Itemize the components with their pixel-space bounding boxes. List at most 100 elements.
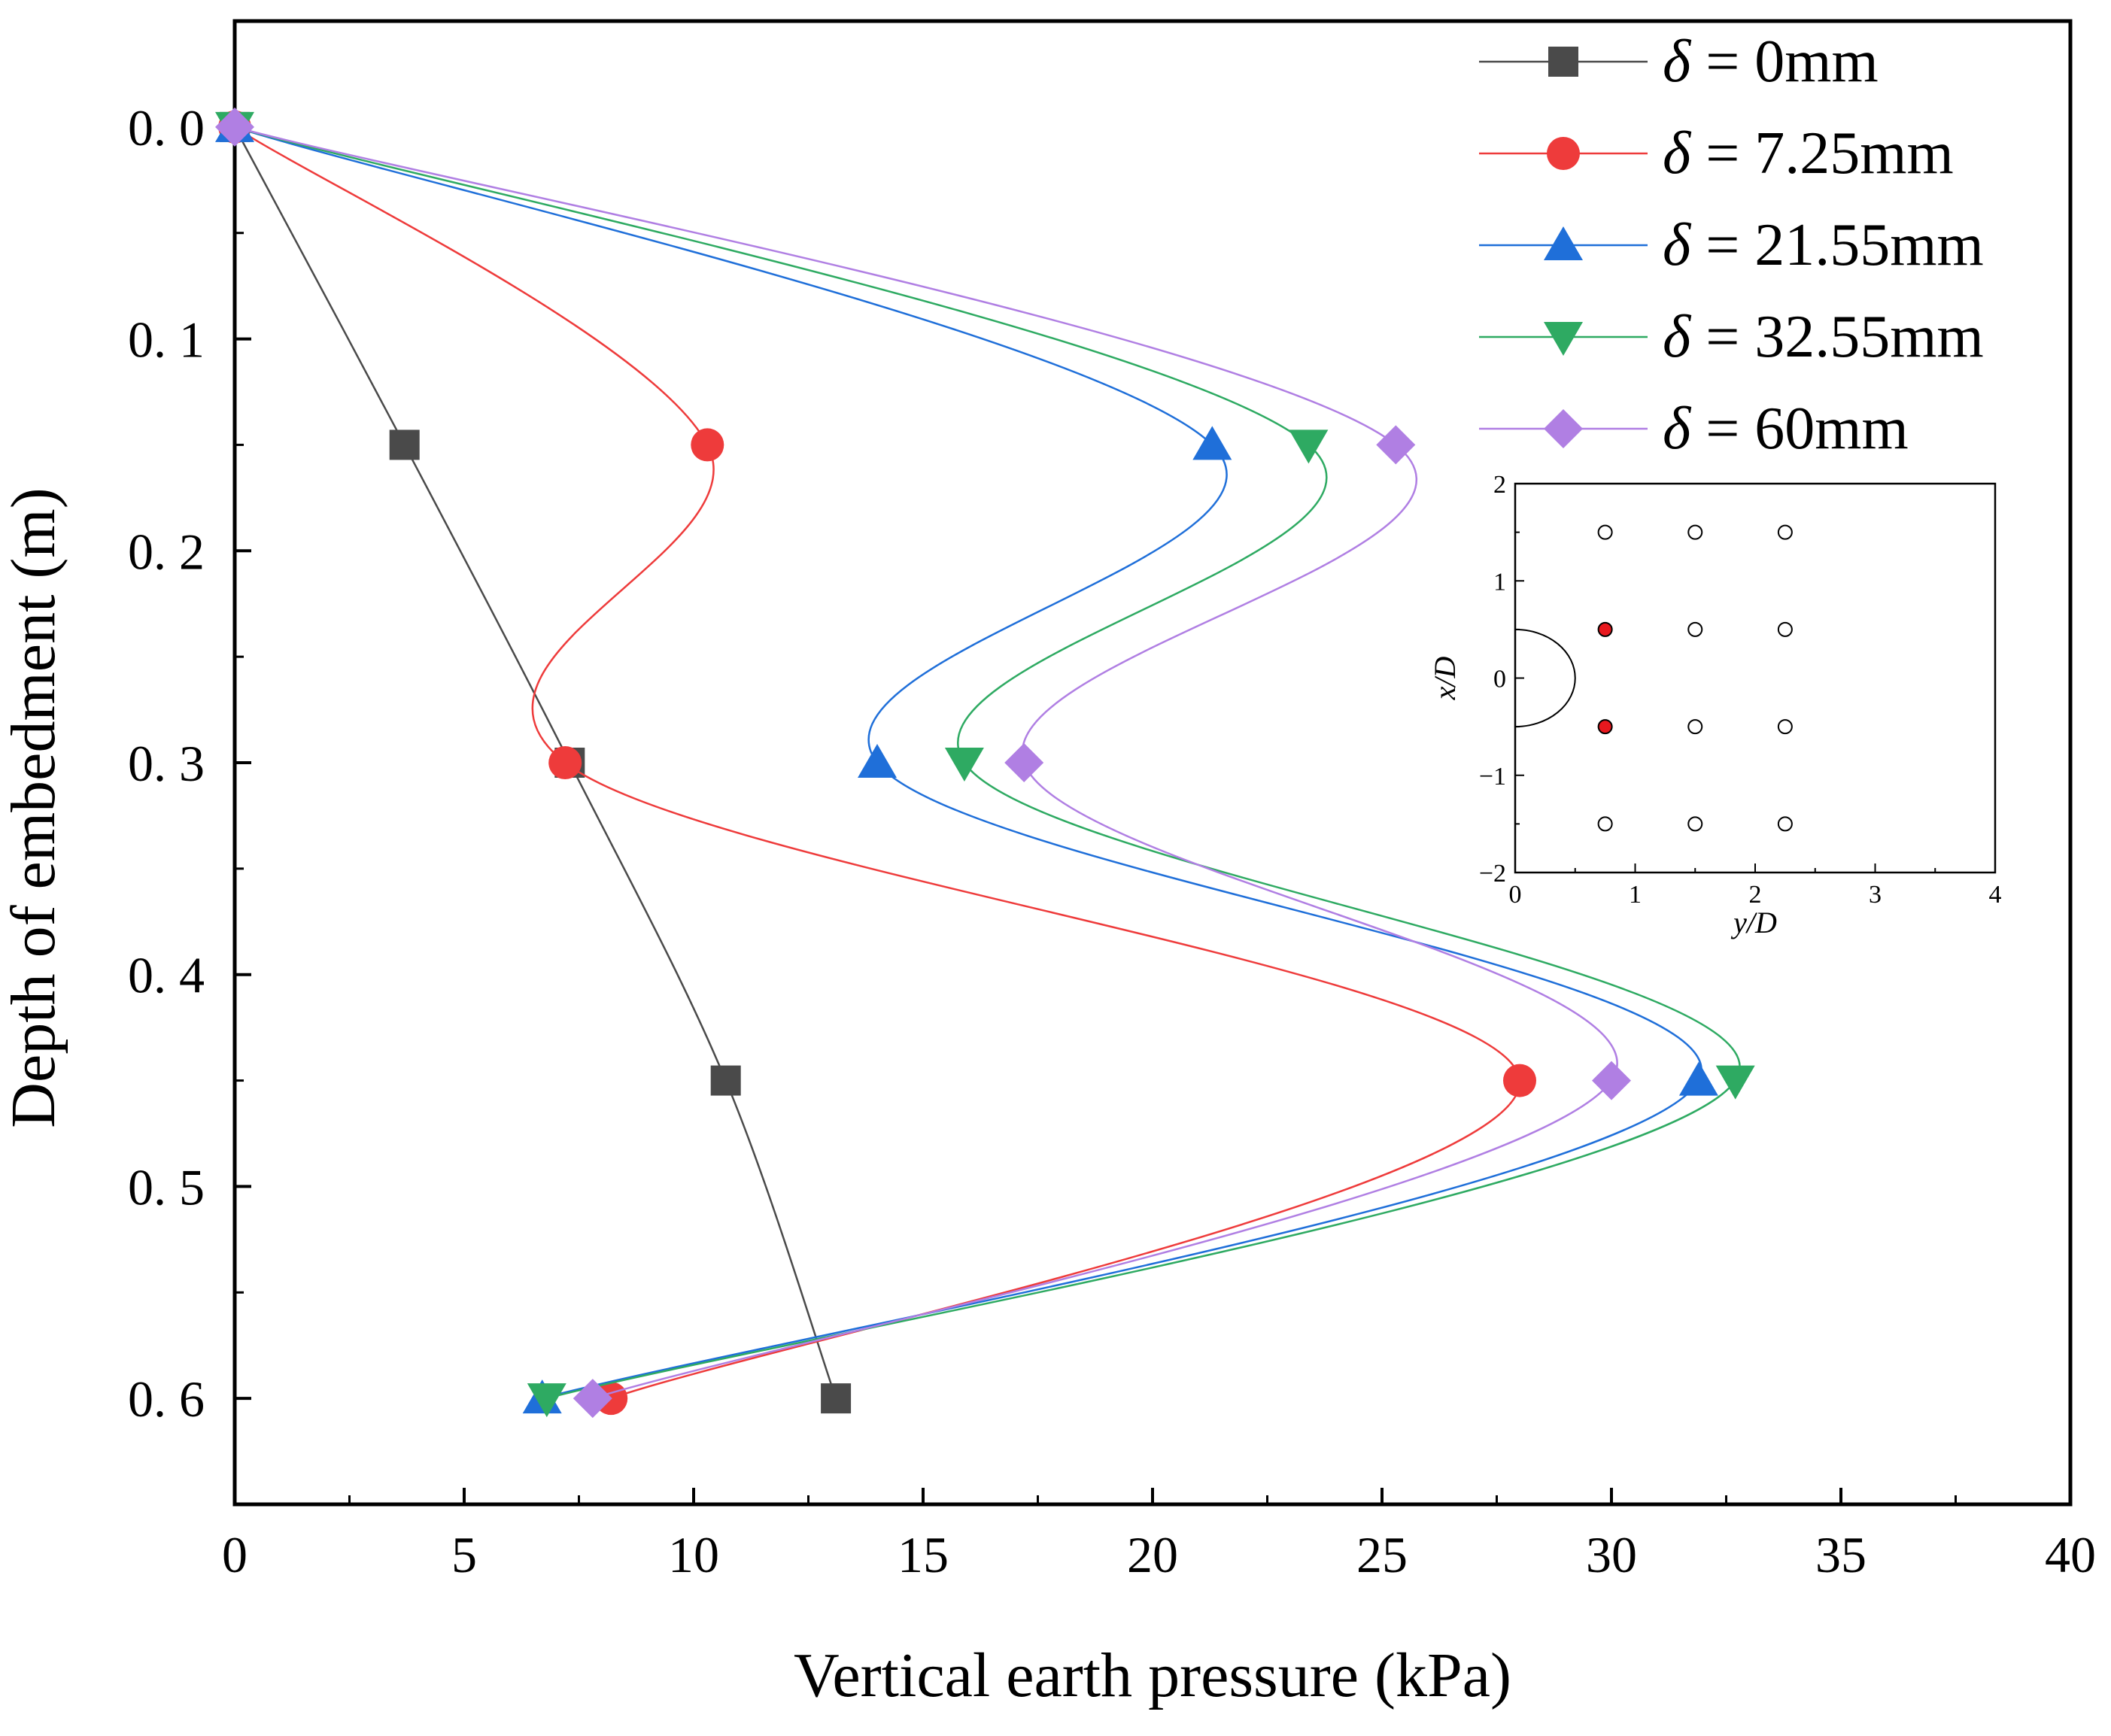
y-tick-label: 0. 3 bbox=[128, 735, 205, 792]
x-tick-label: 20 bbox=[1127, 1526, 1178, 1583]
inset-y-axis-title: x/D bbox=[1428, 657, 1462, 701]
legend-value-text: = 21.55mm bbox=[1690, 212, 1984, 278]
data-point bbox=[691, 428, 724, 462]
y-tick-label: 0. 6 bbox=[128, 1370, 205, 1428]
x-tick-label: 10 bbox=[668, 1526, 719, 1583]
y-tick-label: 0. 0 bbox=[128, 99, 205, 156]
x-axis: 0 5 10 15 20 25 30 35 40 bbox=[222, 1488, 2096, 1583]
x-tick-label: 40 bbox=[2045, 1526, 2096, 1583]
data-point bbox=[1592, 1061, 1631, 1100]
x-tick-label: 5 bbox=[451, 1526, 477, 1583]
inset-y-tick-label: 2 bbox=[1493, 471, 1506, 499]
data-point bbox=[1192, 426, 1232, 460]
legend-label: δ = 7.25mm bbox=[1663, 120, 1954, 187]
x-axis-title: Vertical earth pressure (kPa) bbox=[794, 1640, 1511, 1710]
inset-sensor bbox=[1777, 621, 1793, 637]
legend-value-text: = 7.25mm bbox=[1690, 120, 1954, 187]
legend-item: δ = 0mm bbox=[1479, 29, 1879, 95]
inset-x-tick-label: 0 bbox=[1509, 881, 1522, 909]
y-tick-label: 0. 4 bbox=[128, 947, 205, 1004]
series-line bbox=[234, 126, 1521, 1400]
data-point bbox=[215, 107, 254, 147]
data-point bbox=[1715, 1065, 1755, 1100]
legend-delta-symbol: δ bbox=[1663, 212, 1692, 278]
data-point bbox=[573, 1379, 612, 1419]
inset-x-tick-label: 2 bbox=[1749, 881, 1762, 909]
legend-marker bbox=[1544, 409, 1583, 448]
inset-sensor bbox=[1687, 816, 1703, 832]
data-point bbox=[710, 1065, 741, 1096]
inset-sensor bbox=[1687, 719, 1703, 735]
y-tick-label: 0. 5 bbox=[128, 1158, 205, 1216]
inset-x-tick-label: 1 bbox=[1629, 881, 1642, 909]
inset-y-tick-label: −2 bbox=[1479, 860, 1506, 888]
data-point bbox=[1289, 429, 1329, 464]
legend-delta-symbol: δ bbox=[1663, 396, 1692, 462]
inset-sensor bbox=[1777, 816, 1793, 832]
data-point bbox=[1678, 1061, 1718, 1096]
inset-frame bbox=[1514, 482, 1997, 874]
data-point bbox=[389, 429, 420, 460]
y-tick-label: 0. 1 bbox=[128, 311, 205, 369]
inset-sensor bbox=[1597, 816, 1613, 832]
legend-item: δ = 32.55mm bbox=[1479, 304, 1984, 370]
legend-marker bbox=[1544, 322, 1583, 356]
data-point bbox=[548, 746, 582, 779]
x-tick-label: 15 bbox=[898, 1526, 949, 1583]
data-point bbox=[1503, 1064, 1536, 1097]
legend-label: δ = 21.55mm bbox=[1663, 212, 1984, 278]
inset-sensor bbox=[1687, 524, 1703, 540]
series-group bbox=[215, 107, 1755, 1419]
x-tick-label: 0 bbox=[222, 1526, 248, 1583]
inset-sensor-filled bbox=[1597, 621, 1613, 637]
series-0 bbox=[220, 111, 852, 1414]
data-point bbox=[821, 1383, 852, 1414]
inset-sensor bbox=[1777, 524, 1793, 540]
data-point bbox=[527, 1383, 566, 1418]
x-tick-label: 35 bbox=[1815, 1526, 1866, 1583]
legend-item: δ = 60mm bbox=[1479, 396, 1909, 462]
legend-marker bbox=[1548, 47, 1578, 77]
inset-x-axis-title: y/D bbox=[1730, 906, 1777, 939]
y-tick-label: 0. 2 bbox=[128, 523, 205, 580]
legend-item: δ = 21.55mm bbox=[1479, 212, 1984, 278]
legend-item: δ = 7.25mm bbox=[1479, 120, 1954, 187]
legend-label: δ = 0mm bbox=[1663, 29, 1879, 95]
series-line bbox=[234, 126, 1618, 1400]
series-line bbox=[234, 126, 1741, 1400]
x-tick-label: 25 bbox=[1356, 1526, 1408, 1583]
inset-y-tick-label: 1 bbox=[1493, 568, 1506, 596]
data-point bbox=[1376, 425, 1416, 465]
legend-label: δ = 60mm bbox=[1663, 396, 1909, 462]
legend-value-text: = 60mm bbox=[1690, 396, 1909, 462]
inset-sensor-filled bbox=[1597, 719, 1613, 735]
legend-marker bbox=[1547, 137, 1580, 170]
legend-delta-symbol: δ bbox=[1663, 120, 1692, 187]
data-point bbox=[1004, 743, 1044, 782]
legend-value-text: = 0mm bbox=[1690, 29, 1879, 95]
y-axis: 0. 0 0. 1 0. 2 0. 3 0. 4 0. 5 0. 6 bbox=[128, 20, 251, 1506]
legend-delta-symbol: δ bbox=[1663, 29, 1692, 95]
pile-semicircle bbox=[1514, 628, 1576, 728]
inset-sensor bbox=[1687, 621, 1703, 637]
data-point bbox=[944, 748, 984, 782]
legend-label: δ = 32.55mm bbox=[1663, 304, 1984, 370]
y-axis-title: Depth of embedment (m) bbox=[0, 487, 68, 1127]
legend-value-text: = 32.55mm bbox=[1690, 304, 1984, 370]
inset-x-tick-label: 3 bbox=[1869, 881, 1882, 909]
data-point bbox=[858, 744, 897, 778]
x-tick-label: 30 bbox=[1586, 1526, 1637, 1583]
inset-y-tick-label: −1 bbox=[1479, 763, 1506, 791]
legend-marker bbox=[1544, 226, 1583, 260]
inset-sensor bbox=[1597, 524, 1613, 540]
inset-sensor bbox=[1777, 719, 1793, 735]
series-line bbox=[234, 126, 1702, 1400]
series-line bbox=[233, 126, 837, 1399]
legend-delta-symbol: δ bbox=[1663, 304, 1692, 370]
inset-x-tick-label: 4 bbox=[1989, 881, 2002, 909]
inset-y-tick-label: 0 bbox=[1493, 666, 1506, 693]
